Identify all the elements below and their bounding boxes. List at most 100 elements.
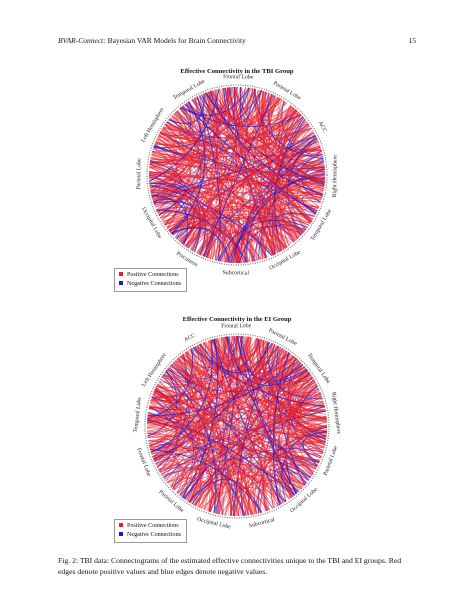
- negative-edge: [170, 227, 231, 263]
- figure-caption: Fig. 2: TBI data: Connectograms of the e…: [58, 556, 402, 576]
- positive-edge: [302, 425, 328, 458]
- positive-edge: [237, 479, 296, 517]
- journal-name: BVAR-Connect:: [58, 36, 106, 45]
- positive-edge: [149, 345, 279, 447]
- positive-edge: [290, 387, 319, 495]
- positive-edge: [150, 109, 297, 161]
- positive-edge: [275, 99, 298, 239]
- legend: Positive Connections Negative Connection…: [114, 519, 187, 543]
- negative-swatch: [119, 531, 123, 536]
- edges: [146, 335, 328, 517]
- positive-swatch: [119, 522, 123, 527]
- positive-edge: [279, 349, 300, 372]
- positive-edge: [203, 110, 298, 257]
- paper-short-title: Bayesian VAR Models for Brain Connectivi…: [107, 36, 246, 45]
- positive-edge: [261, 227, 276, 256]
- negative-edge: [188, 478, 262, 513]
- positive-edge: [224, 231, 274, 263]
- positive-edge: [281, 104, 325, 182]
- negative-edge: [149, 161, 182, 205]
- node-ring: [144, 333, 330, 519]
- positive-edge: [149, 445, 286, 502]
- positive-edge: [165, 122, 198, 242]
- negative-edge: [150, 339, 213, 453]
- positive-edge: [286, 388, 320, 475]
- positive-edge: [200, 486, 287, 509]
- negative-edge: [173, 113, 313, 221]
- positive-edge: [287, 364, 320, 395]
- positive-edge: [176, 103, 195, 123]
- positive-edge: [234, 177, 325, 264]
- negative-edge: [147, 370, 178, 437]
- positive-edge: [149, 358, 298, 409]
- positive-edge: [151, 351, 193, 399]
- positive-edge: [156, 206, 208, 257]
- positive-edge: [155, 365, 181, 466]
- positive-edge: [254, 88, 325, 188]
- positive-edge: [148, 174, 244, 263]
- positive-edge: [293, 450, 324, 481]
- positive-edge: [185, 90, 263, 247]
- negative-edge: [149, 184, 273, 257]
- legend-label: Positive Connections: [127, 272, 179, 278]
- region-label: ACC: [317, 120, 328, 133]
- legend-label: Positive Connections: [127, 523, 179, 529]
- positive-edge: [160, 358, 298, 474]
- negative-edge: [281, 426, 328, 502]
- positive-edge: [179, 107, 312, 141]
- positive-edge: [268, 96, 313, 222]
- positive-edge: [215, 88, 255, 121]
- positive-edge: [154, 97, 279, 145]
- positive-edge: [162, 335, 238, 378]
- positive-edge: [159, 403, 325, 474]
- negative-edge: [192, 347, 313, 476]
- positive-edge: [230, 456, 320, 516]
- negative-edge: [183, 467, 208, 500]
- positive-edge: [153, 87, 229, 204]
- positive-edge: [149, 99, 283, 167]
- positive-edge: [289, 417, 327, 458]
- positive-edge: [173, 361, 325, 448]
- region-label: Frontal Lobe: [221, 323, 252, 329]
- negative-edge: [170, 336, 226, 379]
- positive-edge: [149, 163, 325, 180]
- positive-edge: [169, 215, 201, 248]
- positive-edge: [233, 226, 298, 264]
- positive-edge: [149, 165, 196, 247]
- positive-edge: [150, 124, 310, 161]
- legend-item-positive: Positive Connections: [119, 522, 181, 531]
- node-ring: [146, 84, 328, 266]
- positive-edge: [167, 369, 294, 497]
- positive-edge: [155, 132, 315, 208]
- region-label: Subcortical: [248, 517, 275, 529]
- positive-edge: [177, 357, 296, 383]
- negative-edge: [153, 144, 187, 158]
- negative-edge: [227, 139, 318, 263]
- positive-edge: [162, 97, 197, 131]
- positive-edge: [168, 87, 247, 125]
- positive-edge: [158, 116, 189, 144]
- positive-edge: [156, 336, 234, 468]
- positive-edge: [176, 482, 245, 516]
- positive-edge: [155, 387, 236, 517]
- positive-edge: [191, 96, 278, 116]
- positive-edge: [272, 347, 328, 426]
- positive-edge: [182, 431, 327, 499]
- running-header: BVAR-Connect: Bayesian VAR Models for Br…: [58, 36, 416, 50]
- positive-edge: [207, 89, 260, 259]
- positive-edge: [202, 119, 306, 257]
- positive-edge: [247, 336, 322, 396]
- region-label: Temporal Lobe: [133, 396, 143, 432]
- connectogram-panel-ei: Effective Connectivity in the EI Group F…: [112, 316, 362, 546]
- positive-edge: [160, 91, 211, 136]
- positive-edge: [288, 368, 319, 466]
- figure-title: Effective Connectivity in the EI Group: [182, 316, 292, 323]
- positive-edge: [153, 147, 253, 262]
- negative-edge: [171, 363, 286, 502]
- positive-edge: [194, 97, 241, 263]
- negative-edge: [196, 96, 221, 262]
- positive-edge: [279, 477, 307, 504]
- positive-edge: [191, 347, 214, 510]
- positive-edge: [164, 367, 306, 480]
